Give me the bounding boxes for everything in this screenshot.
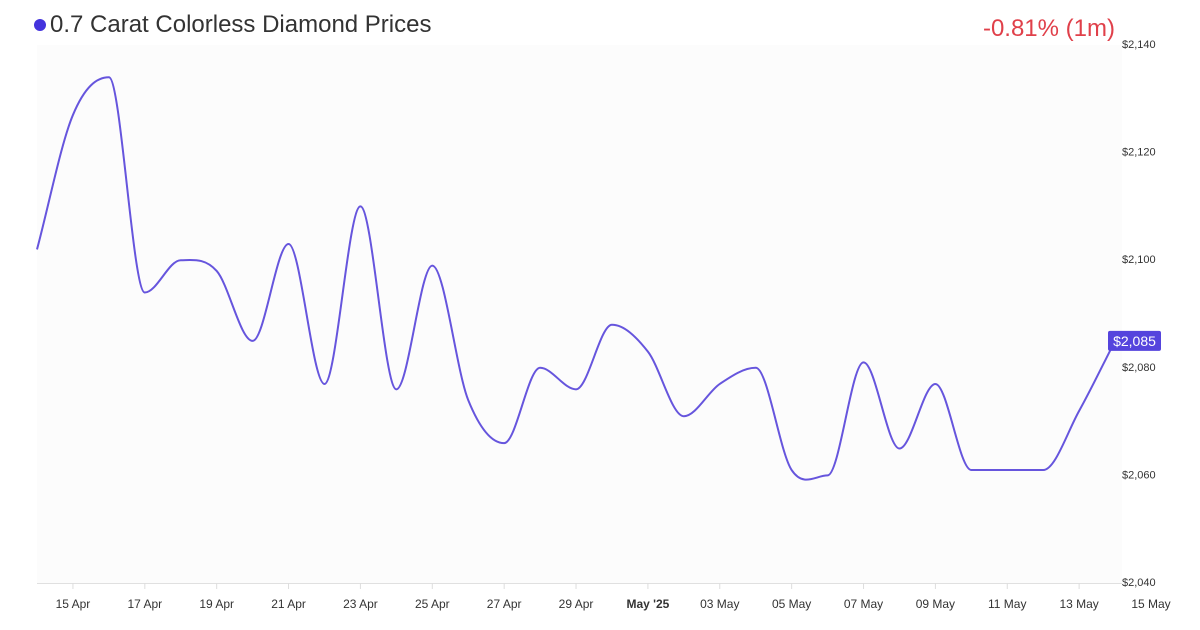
data-point xyxy=(107,75,111,79)
x-tick-label: May '25 xyxy=(626,597,669,611)
data-point xyxy=(538,366,542,370)
data-point xyxy=(969,468,973,472)
data-point xyxy=(143,290,147,294)
x-tick-label: 13 May xyxy=(1059,597,1098,611)
x-tick-label: 15 May xyxy=(1131,597,1170,611)
series-line xyxy=(36,76,1116,481)
plot-area xyxy=(37,45,1122,583)
y-tick-label: $2,040 xyxy=(1122,577,1156,589)
y-axis: $2,140 $2,120 $2,100 $2,080 $2,060 $2,040 xyxy=(1122,39,1156,589)
x-tick-label: 27 Apr xyxy=(487,597,522,611)
data-point xyxy=(251,339,255,343)
data-point xyxy=(862,360,866,364)
data-point xyxy=(466,398,470,402)
data-point xyxy=(179,258,183,262)
data-point xyxy=(215,269,219,273)
data-point xyxy=(610,323,614,327)
data-point xyxy=(718,382,722,386)
y-tick-label: $2,120 xyxy=(1122,147,1156,159)
last-value-label: $2,085 xyxy=(1113,333,1156,349)
x-axis: 15 Apr 17 Apr 19 Apr 21 Apr 23 Apr 25 Apr 27 A… xyxy=(37,583,1171,611)
data-point xyxy=(35,247,39,251)
data-point xyxy=(502,441,506,445)
data-point xyxy=(1005,468,1009,472)
data-point xyxy=(933,382,937,386)
y-tick-label: $2,140 xyxy=(1122,39,1156,51)
data-point xyxy=(790,468,794,472)
x-tick-label: 03 May xyxy=(700,597,739,611)
last-value-badge-bg xyxy=(1108,330,1161,351)
y-tick-label: $2,100 xyxy=(1122,254,1156,266)
legend-dot-icon xyxy=(34,19,46,31)
chart-title: 0.7 Carat Colorless Diamond Prices xyxy=(50,11,432,38)
x-tick-label: 21 Apr xyxy=(271,597,306,611)
data-point xyxy=(71,113,75,117)
data-point xyxy=(322,382,326,386)
x-tick-label: 05 May xyxy=(772,597,811,611)
x-tick-label: 15 Apr xyxy=(56,597,91,611)
data-point xyxy=(826,473,830,477)
x-tick-label: 17 Apr xyxy=(127,597,162,611)
data-point xyxy=(682,414,686,418)
data-point xyxy=(1041,468,1045,472)
x-tick-label: 25 Apr xyxy=(415,597,450,611)
x-tick-label: 09 May xyxy=(916,597,955,611)
data-point xyxy=(646,350,650,354)
price-change-label: -0.81% (1m) xyxy=(982,15,1115,42)
y-tick-label: $2,060 xyxy=(1122,469,1156,481)
x-tick-label: 29 Apr xyxy=(559,597,594,611)
data-point xyxy=(394,387,398,391)
chart-header: 0.7 Carat Colorless Diamond Prices xyxy=(34,10,431,40)
y-tick-label: $2,080 xyxy=(1122,362,1156,374)
data-point xyxy=(1077,409,1081,413)
data-point xyxy=(897,447,901,451)
x-tick-label: 23 Apr xyxy=(343,597,378,611)
x-tick-label: 11 May xyxy=(988,597,1026,611)
data-point xyxy=(430,264,434,268)
x-tick-label: 07 May xyxy=(844,597,883,611)
data-point xyxy=(358,204,362,208)
data-point xyxy=(287,242,291,246)
last-value-badge: $2,085 xyxy=(1108,330,1161,351)
data-point xyxy=(574,387,578,391)
x-tick-label: 19 Apr xyxy=(199,597,234,611)
data-point xyxy=(754,366,758,370)
